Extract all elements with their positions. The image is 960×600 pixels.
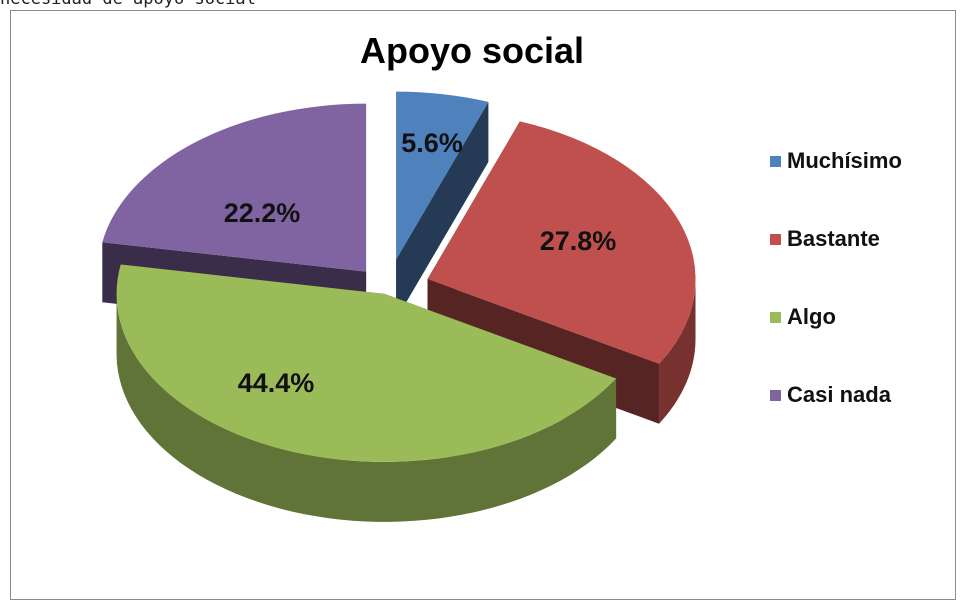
figure-caption: necesidad de apoyo social [0, 0, 256, 9]
slice-outer-wall-algo [116, 295, 617, 522]
legend-item-casi-nada: Casi nada [770, 382, 891, 408]
legend-item-algo: Algo [770, 304, 836, 330]
legend-label-algo: Algo [787, 304, 836, 329]
slice-casi-nada [102, 103, 367, 272]
slice-much-simo [396, 91, 489, 260]
data-label-algo: 44.4% [238, 368, 315, 398]
slice-bastante [427, 121, 696, 364]
slice-algo [116, 264, 617, 462]
legend-swatch-casi-nada [770, 389, 781, 401]
data-label-much-simo: 5.6% [401, 128, 463, 158]
data-label-casi-nada: 22.2% [224, 198, 301, 228]
legend-label-bastante: Bastante [787, 226, 880, 251]
legend-item-muchisimo: Muchísimo [770, 148, 902, 174]
legend-label-casi-nada: Casi nada [787, 382, 891, 407]
legend-swatch-algo [770, 311, 781, 323]
legend-label-muchisimo: Muchísimo [787, 148, 902, 173]
legend-item-bastante: Bastante [770, 226, 880, 252]
data-label-bastante: 27.8% [540, 226, 617, 256]
slice-side-much-simo [396, 101, 489, 320]
slice-outer-wall-bastante [659, 279, 696, 424]
legend-swatch-muchisimo [770, 155, 781, 167]
pie-tops [102, 91, 696, 462]
legend-swatch-bastante [770, 233, 781, 245]
slice-wall-much-simo-1 [396, 101, 489, 320]
pie-chart: 5.6% 27.8% 44.4% 22.2% [102, 91, 696, 522]
chart-title: Apoyo social [360, 30, 585, 71]
